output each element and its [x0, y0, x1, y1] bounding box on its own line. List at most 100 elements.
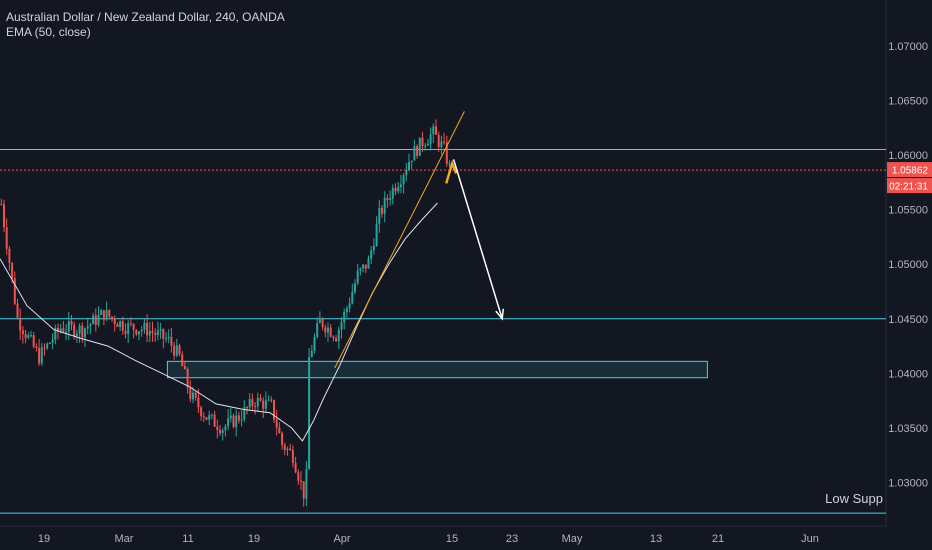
candle-body: [327, 327, 329, 333]
candle-body: [316, 323, 319, 337]
candle-body: [159, 329, 162, 331]
candle-body: [62, 328, 65, 332]
candle-body: [408, 162, 410, 170]
candle-body: [310, 350, 313, 357]
candle-body: [35, 346, 38, 349]
candle-body: [167, 336, 170, 339]
candle-body: [143, 323, 146, 330]
candle-body: [413, 146, 416, 161]
candle-body: [75, 333, 78, 337]
candle-body: [100, 310, 103, 315]
candle-body: [229, 415, 232, 419]
candle-body: [259, 397, 262, 401]
candle-body: [97, 314, 100, 325]
candle-body: [156, 330, 159, 336]
candle-body: [86, 326, 89, 329]
candle-body: [27, 335, 30, 338]
candle-body: [132, 323, 135, 330]
candle-body: [213, 414, 216, 427]
candle-body: [208, 415, 211, 420]
candle-body: [194, 392, 197, 398]
candle-body: [127, 323, 130, 334]
candle-body: [294, 462, 297, 473]
candle-body: [313, 336, 316, 351]
candle-body: [416, 146, 419, 156]
candle-body: [362, 264, 365, 269]
candle-body: [251, 399, 254, 406]
candle-body: [105, 309, 108, 320]
time-tick-label: 13: [650, 533, 662, 545]
candle-body: [391, 187, 394, 199]
candle-body: [19, 317, 22, 331]
current-price-tag-text: 1.05862: [892, 166, 929, 177]
candle-body: [443, 141, 446, 143]
candle-body: [375, 223, 378, 246]
candle-body: [246, 407, 248, 409]
candle-body: [343, 312, 346, 323]
candle-body: [121, 321, 124, 331]
time-tick-label: Mar: [115, 533, 134, 545]
candle-body: [124, 330, 127, 334]
projection-arrow-line: [452, 159, 503, 319]
candle-body: [202, 416, 205, 418]
time-tick-label: 19: [248, 533, 260, 545]
candle-body: [186, 369, 189, 388]
candle-body: [345, 308, 348, 313]
candle-body: [262, 400, 265, 409]
candle-body: [435, 126, 437, 135]
candle-body: [300, 480, 302, 482]
candle-body: [113, 318, 116, 324]
candle-body: [181, 354, 184, 367]
price-tick-label: 1.04000: [888, 368, 928, 380]
price-tick-label: 1.07000: [888, 41, 928, 53]
candle-body: [54, 327, 57, 340]
candle-body: [405, 169, 408, 176]
candle-body: [210, 414, 213, 416]
candle-body: [440, 141, 443, 148]
candle-body: [351, 292, 354, 304]
candle-body: [89, 324, 92, 327]
candle-body: [70, 321, 73, 325]
time-tick-label: 21: [712, 533, 724, 545]
candle-body: [84, 328, 86, 338]
candle-body: [0, 204, 3, 206]
candle-body: [337, 329, 340, 342]
candle-body: [140, 329, 143, 332]
candle-body: [308, 356, 311, 470]
candle-body: [221, 430, 224, 434]
candle-body: [205, 417, 208, 420]
time-tick-label: May: [562, 533, 583, 545]
candle-body: [102, 310, 105, 320]
candle-body: [92, 315, 95, 325]
candle-body: [162, 329, 165, 339]
candle-body: [73, 324, 76, 337]
candle-body: [286, 448, 289, 450]
candle-body: [8, 248, 11, 263]
candle-body: [243, 407, 246, 420]
candle-body: [111, 316, 113, 319]
candle-body: [224, 426, 227, 431]
candle-body: [264, 400, 267, 409]
low-support-label: Low Supp: [825, 491, 883, 506]
countdown-tag-text: 02:21:31: [889, 182, 928, 193]
candle-body: [30, 335, 32, 337]
candle-body: [267, 399, 270, 401]
candle-body: [94, 315, 97, 325]
candle-body: [129, 323, 132, 325]
candle-body: [57, 327, 59, 332]
candle-body: [135, 329, 138, 335]
candle-body: [232, 415, 235, 427]
price-tick-label: 1.05500: [888, 205, 928, 217]
candle-body: [429, 134, 432, 144]
candle-body: [399, 184, 402, 188]
candle-body: [378, 207, 381, 224]
candle-body: [432, 126, 435, 135]
candle-body: [219, 429, 221, 434]
candle-body: [216, 426, 219, 430]
candle-body: [183, 366, 186, 370]
candle-body: [291, 450, 294, 463]
candle-body: [13, 278, 16, 304]
candle-body: [332, 336, 335, 339]
candle-body: [437, 134, 440, 148]
